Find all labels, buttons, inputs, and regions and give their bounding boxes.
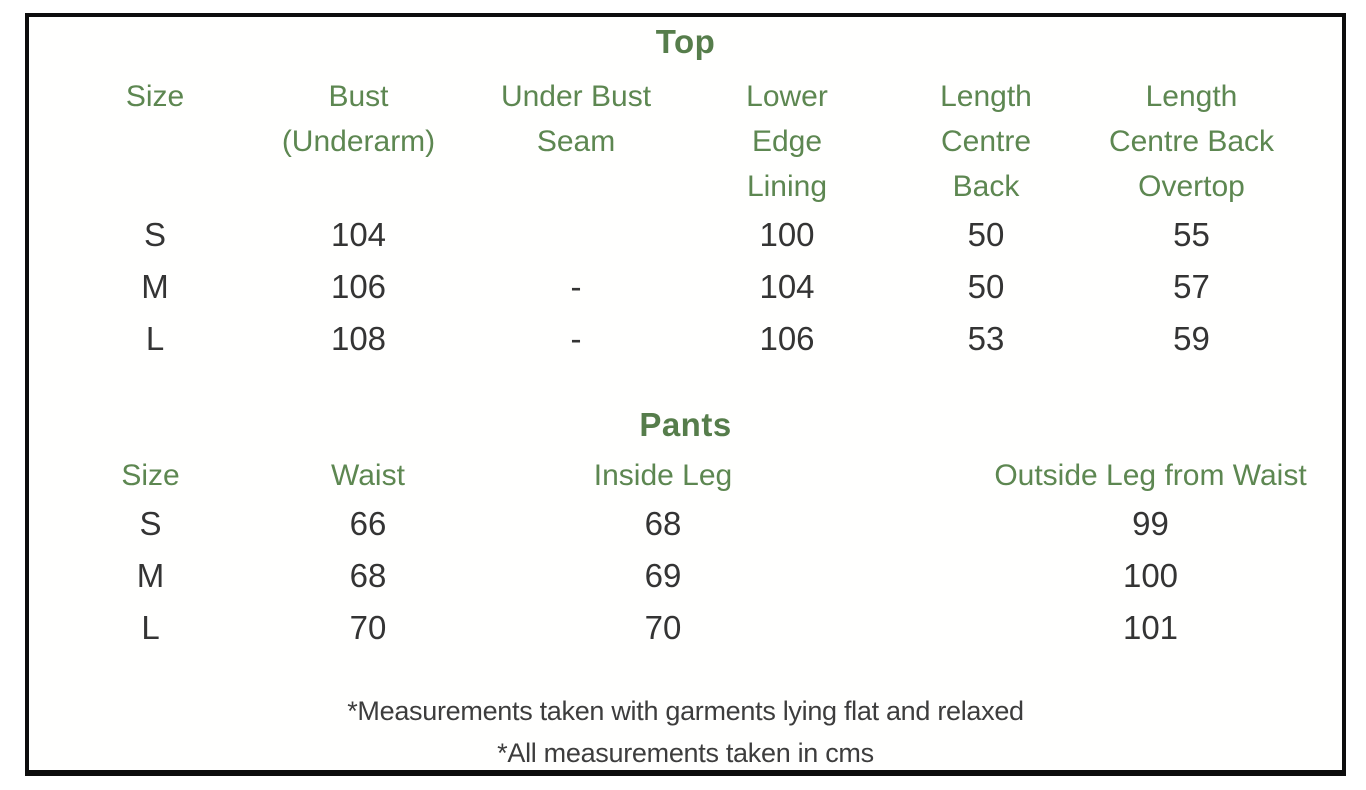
top-header-row: Size Bust (Underarm) Under Bust Seam Low…	[58, 74, 1298, 209]
cell-size: S	[143, 216, 166, 253]
column-header-length-centre-back: Length Centre Back	[940, 80, 1032, 203]
cell-under-bust-seam: -	[570, 268, 582, 305]
cell-inside-leg: 68	[644, 505, 682, 542]
pants-size-table: Size Waist Inside Leg Outside Leg from W…	[58, 453, 1308, 654]
cell-waist: 68	[349, 557, 387, 594]
column-header-bust-underarm: Bust (Underarm)	[281, 80, 436, 158]
footnotes: *Measurements taken with garments lying …	[29, 690, 1342, 774]
column-header-length-centre-back-overtop: Length Centre Back Overtop	[1108, 80, 1275, 203]
table-row: M 68 69 100	[58, 550, 1308, 602]
cell-length-centre-back-overtop: 55	[1173, 216, 1210, 253]
pants-header-row: Size Waist Inside Leg Outside Leg from W…	[58, 453, 1308, 498]
column-header-outside-leg-from-waist: Outside Leg from Waist	[994, 459, 1307, 492]
cell-length-centre-back: 53	[967, 320, 1005, 357]
top-size-table: Size Bust (Underarm) Under Bust Seam Low…	[58, 74, 1298, 365]
cell-outside-leg-from-waist: 99	[1132, 505, 1169, 542]
cell-waist: 70	[349, 609, 387, 646]
cell-size: S	[139, 505, 162, 542]
pants-section-title: Pants	[639, 406, 732, 443]
cell-bust: 106	[330, 268, 387, 305]
column-header-size: Size	[125, 80, 185, 113]
cell-size: M	[141, 268, 169, 305]
column-header-lower-edge-lining: Lower Edge Lining	[746, 80, 828, 203]
cell-outside-leg-from-waist: 100	[1122, 557, 1179, 594]
cell-lower-edge-lining: 100	[759, 216, 815, 253]
column-header-inside-leg: Inside Leg	[593, 459, 733, 492]
column-header-size: Size	[121, 459, 180, 492]
cell-outside-leg-from-waist: 101	[1122, 609, 1179, 646]
cell-length-centre-back-overtop: 59	[1173, 320, 1210, 357]
cell-size: L	[141, 609, 160, 646]
cell-bust: 108	[330, 320, 387, 357]
table-row: M 106 - 104 50 57	[58, 261, 1298, 313]
cell-size: L	[145, 320, 165, 357]
cell-waist: 66	[349, 505, 387, 542]
column-header-waist: Waist	[331, 459, 405, 492]
table-row: S 104 100 50 55	[58, 209, 1298, 261]
column-header-under-bust-seam: Under Bust Seam	[500, 80, 652, 158]
cell-length-centre-back-overtop: 57	[1173, 268, 1210, 305]
cell-under-bust-seam: -	[570, 320, 582, 357]
cell-bust: 104	[330, 216, 387, 253]
table-row: L 108 - 106 53 59	[58, 313, 1298, 365]
size-chart-frame: Top Size Bust (Underarm) Under Bust Seam…	[25, 13, 1346, 776]
cell-lower-edge-lining: 104	[759, 268, 815, 305]
table-row: L 70 70 101	[58, 602, 1308, 654]
cell-lower-edge-lining: 106	[759, 320, 815, 357]
cell-under-bust-seam	[465, 209, 687, 261]
cell-length-centre-back: 50	[967, 216, 1005, 253]
top-section-title: Top	[655, 23, 716, 60]
table-row: S 66 68 99	[58, 498, 1308, 550]
footnote-units: *All measurements taken in cms	[497, 738, 874, 768]
cell-size: M	[136, 557, 165, 594]
cell-length-centre-back: 50	[967, 268, 1005, 305]
cell-inside-leg: 69	[644, 557, 682, 594]
cell-inside-leg: 70	[644, 609, 682, 646]
footnote-measurement-method: *Measurements taken with garments lying …	[347, 696, 1024, 726]
